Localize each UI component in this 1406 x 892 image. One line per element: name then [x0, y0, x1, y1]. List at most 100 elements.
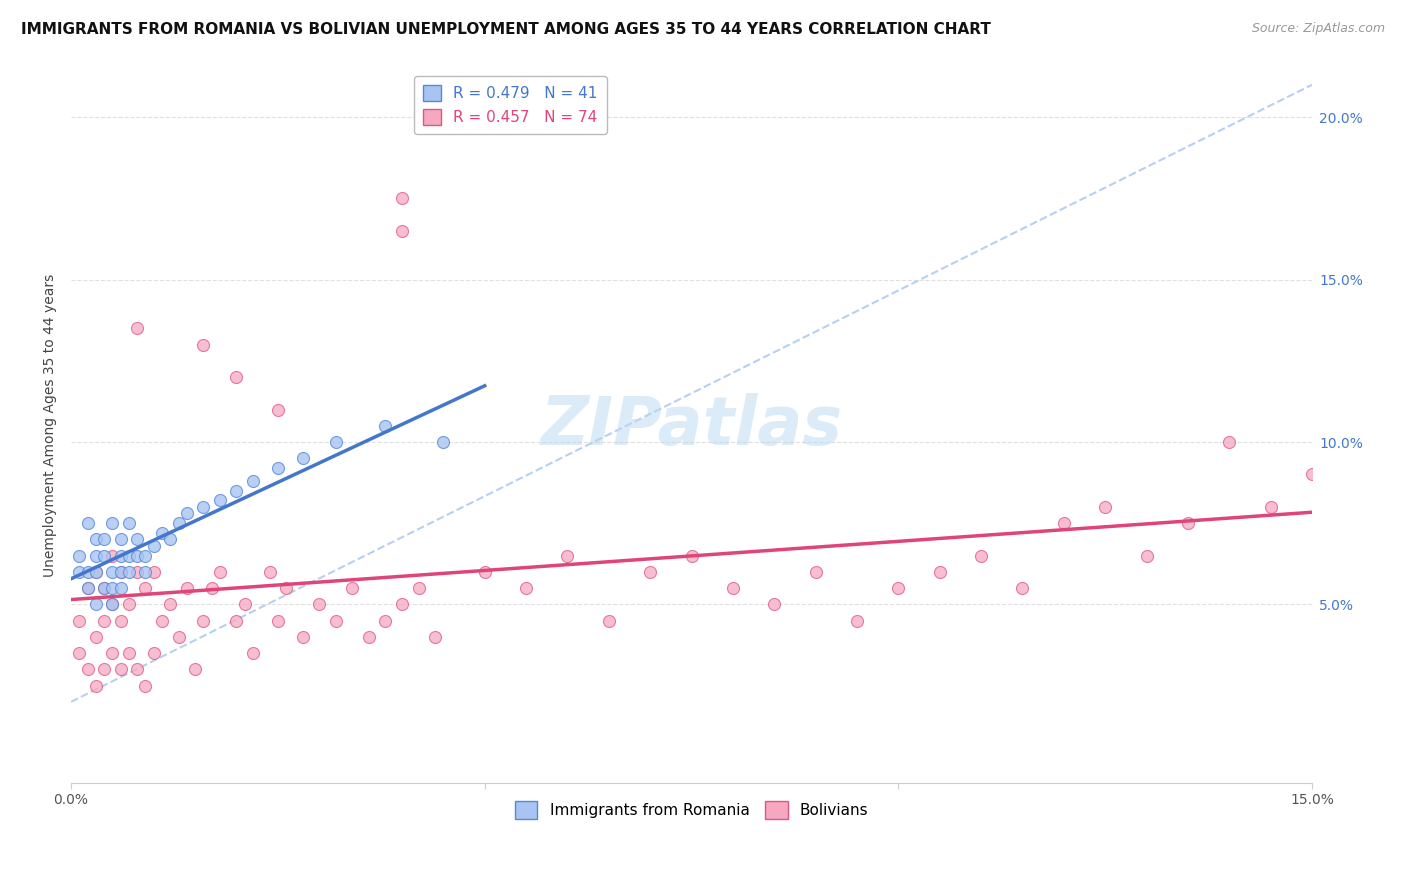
- Point: [208, 493, 231, 508]
- Point: [76, 581, 98, 595]
- Text: IMMIGRANTS FROM ROMANIA VS BOLIVIAN UNEMPLOYMENT AMONG AGES 35 TO 44 YEARS CORRE: IMMIGRANTS FROM ROMANIA VS BOLIVIAN UNEM…: [21, 22, 991, 37]
- Point: [1301, 467, 1323, 482]
- Point: [225, 483, 247, 498]
- Point: [242, 474, 264, 488]
- Point: [1260, 500, 1282, 514]
- Point: [84, 630, 107, 644]
- Point: [159, 598, 181, 612]
- Point: [1053, 516, 1076, 531]
- Y-axis label: Unemployment Among Ages 35 to 44 years: Unemployment Among Ages 35 to 44 years: [44, 274, 58, 577]
- Point: [159, 533, 181, 547]
- Point: [474, 565, 496, 579]
- Point: [101, 598, 124, 612]
- Point: [93, 614, 115, 628]
- Point: [681, 549, 703, 563]
- Point: [127, 533, 149, 547]
- Point: [150, 525, 173, 540]
- Point: [118, 598, 141, 612]
- Text: Source: ZipAtlas.com: Source: ZipAtlas.com: [1251, 22, 1385, 36]
- Point: [76, 516, 98, 531]
- Point: [67, 565, 90, 579]
- Point: [887, 581, 910, 595]
- Point: [1094, 500, 1116, 514]
- Point: [970, 549, 993, 563]
- Point: [142, 539, 165, 553]
- Point: [101, 646, 124, 660]
- Point: [176, 581, 198, 595]
- Point: [167, 630, 190, 644]
- Point: [176, 507, 198, 521]
- Point: [193, 614, 215, 628]
- Point: [1177, 516, 1199, 531]
- Point: [1135, 549, 1157, 563]
- Point: [432, 435, 454, 450]
- Legend: Immigrants from Romania, Bolivians: Immigrants from Romania, Bolivians: [509, 795, 875, 825]
- Point: [721, 581, 744, 595]
- Point: [1011, 581, 1033, 595]
- Point: [110, 662, 132, 676]
- Point: [804, 565, 827, 579]
- Point: [598, 614, 620, 628]
- Point: [127, 565, 149, 579]
- Point: [928, 565, 950, 579]
- Point: [93, 549, 115, 563]
- Point: [127, 321, 149, 335]
- Point: [276, 581, 298, 595]
- Point: [67, 614, 90, 628]
- Point: [110, 614, 132, 628]
- Point: [374, 418, 396, 433]
- Point: [408, 581, 430, 595]
- Point: [76, 581, 98, 595]
- Point: [110, 581, 132, 595]
- Point: [118, 516, 141, 531]
- Point: [76, 662, 98, 676]
- Point: [167, 516, 190, 531]
- Point: [84, 533, 107, 547]
- Point: [325, 614, 347, 628]
- Point: [134, 679, 156, 693]
- Point: [110, 565, 132, 579]
- Point: [184, 662, 207, 676]
- Point: [763, 598, 786, 612]
- Point: [134, 549, 156, 563]
- Point: [150, 614, 173, 628]
- Point: [118, 646, 141, 660]
- Point: [342, 581, 364, 595]
- Point: [127, 549, 149, 563]
- Point: [267, 402, 290, 417]
- Point: [1218, 435, 1240, 450]
- Point: [267, 461, 290, 475]
- Point: [515, 581, 537, 595]
- Point: [110, 549, 132, 563]
- Point: [67, 549, 90, 563]
- Point: [291, 451, 314, 466]
- Point: [259, 565, 281, 579]
- Point: [101, 581, 124, 595]
- Point: [118, 565, 141, 579]
- Point: [110, 533, 132, 547]
- Point: [233, 598, 256, 612]
- Point: [101, 516, 124, 531]
- Text: ZIPatlas: ZIPatlas: [540, 392, 842, 458]
- Point: [208, 565, 231, 579]
- Point: [142, 565, 165, 579]
- Point: [374, 614, 396, 628]
- Point: [308, 598, 330, 612]
- Point: [557, 549, 579, 563]
- Point: [127, 662, 149, 676]
- Point: [84, 549, 107, 563]
- Point: [225, 614, 247, 628]
- Point: [84, 565, 107, 579]
- Point: [93, 533, 115, 547]
- Point: [201, 581, 224, 595]
- Point: [391, 598, 413, 612]
- Point: [93, 662, 115, 676]
- Point: [110, 565, 132, 579]
- Point: [134, 565, 156, 579]
- Point: [391, 191, 413, 205]
- Point: [134, 581, 156, 595]
- Point: [638, 565, 661, 579]
- Point: [193, 500, 215, 514]
- Point: [142, 646, 165, 660]
- Point: [291, 630, 314, 644]
